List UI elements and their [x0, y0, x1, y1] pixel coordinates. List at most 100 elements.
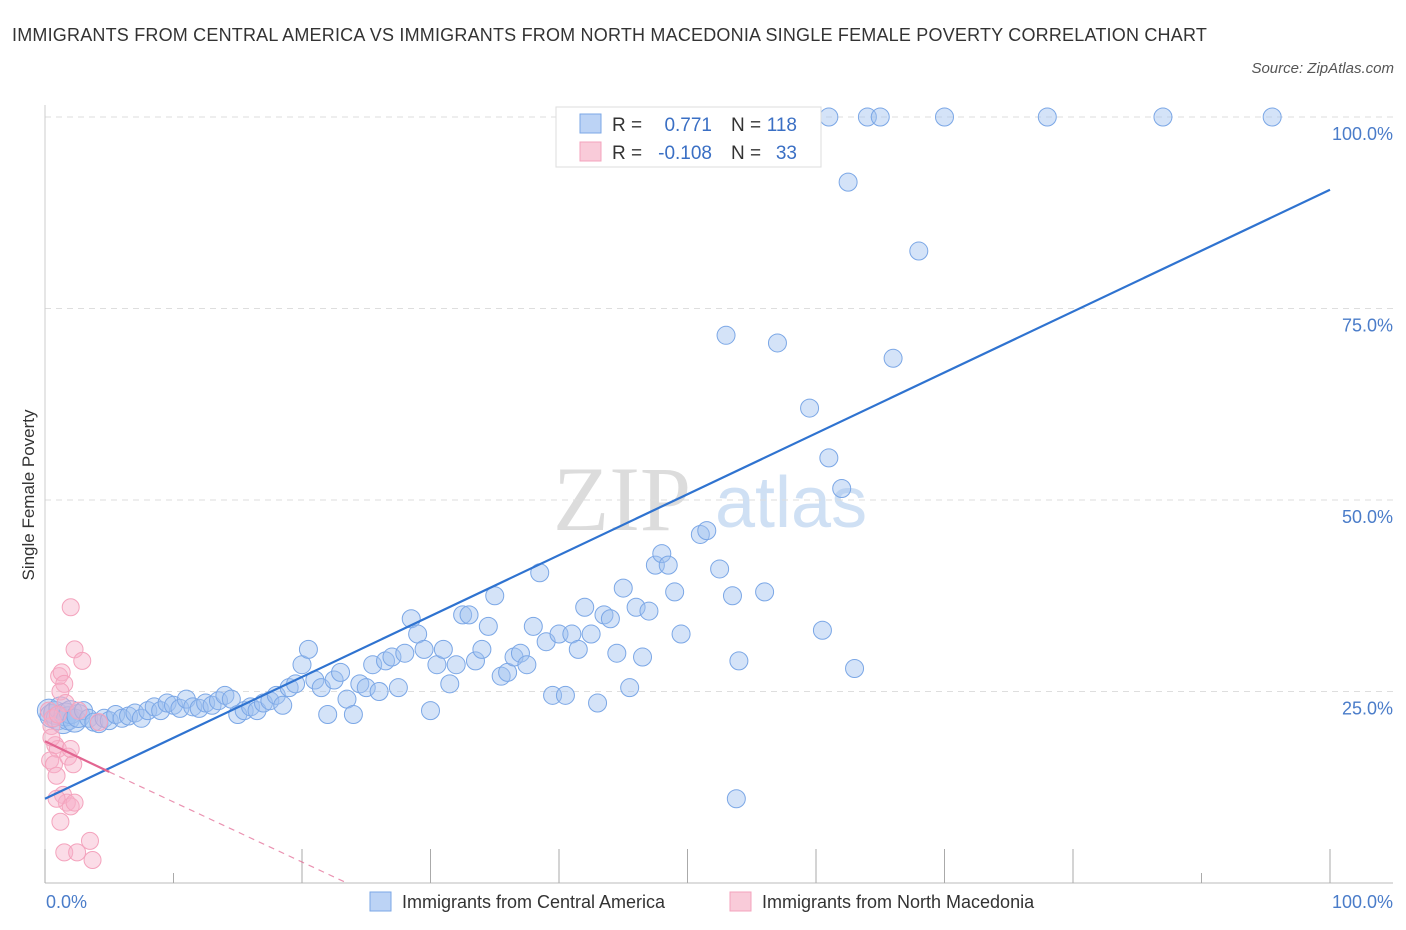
legend-swatch-central-america: [369, 891, 392, 912]
point-central-america-66: [421, 701, 440, 721]
point-north-macedonia-23: [80, 831, 99, 850]
point-north-macedonia-27: [73, 651, 92, 670]
stats-r-value-1: 0.771: [664, 115, 712, 136]
chart-title: IMMIGRANTS FROM CENTRAL AMERICA VS IMMIG…: [12, 25, 1208, 45]
point-central-america-14: [89, 714, 109, 734]
point-central-america-117: [845, 659, 865, 679]
point-central-america-21: [131, 708, 151, 728]
series-north-macedonia-points: [39, 598, 108, 870]
point-central-america-71: [453, 605, 473, 625]
y-tick-label-2: 75.0%: [1342, 316, 1393, 336]
point-central-america-97: [620, 678, 640, 698]
trend-line-central-america: [44, 188, 1331, 800]
point-central-america-112: [767, 333, 787, 353]
point-central-america-62: [395, 643, 415, 663]
point-central-america-81: [517, 655, 537, 675]
y-tick-label-1: 50.0%: [1342, 507, 1393, 527]
point-central-america-54: [343, 704, 363, 724]
x-tick-labels: 0.0% 100.0%: [46, 892, 1393, 912]
stats-r-label-2: R =: [612, 143, 642, 164]
stats-r-value-2: -0.108: [658, 143, 712, 164]
point-central-america-68: [433, 639, 453, 659]
point-central-america-128: [1153, 107, 1173, 127]
stats-n-value-1: 118: [767, 115, 797, 136]
point-central-america-92: [588, 693, 608, 713]
x-tick-label-min: 0.0%: [46, 892, 87, 912]
point-central-america-82: [523, 616, 543, 636]
point-central-america-43: [273, 695, 293, 715]
trend-line-north-macedonia-extension: [108, 771, 348, 884]
point-central-america-29: [183, 697, 203, 717]
source-label: Source: ZipAtlas.com: [1251, 60, 1394, 77]
point-central-america-108: [710, 559, 730, 579]
point-north-macedonia-9: [52, 663, 71, 682]
point-central-america-28: [176, 689, 196, 709]
point-north-macedonia-25: [61, 598, 80, 617]
grid-lines: [45, 116, 1393, 692]
y-tick-label-0: 25.0%: [1342, 699, 1393, 719]
point-central-america-24: [151, 701, 171, 721]
point-central-america-127: [1037, 107, 1057, 127]
point-central-america-107: [697, 521, 717, 541]
point-north-macedonia-28: [89, 713, 108, 732]
point-central-america-80: [510, 643, 530, 663]
point-north-macedonia-6: [44, 755, 63, 774]
y-axis-title: Single Female Poverty: [19, 409, 38, 581]
point-central-america-123: [870, 107, 890, 127]
point-central-america-87: [555, 685, 575, 705]
point-central-america-99: [633, 647, 653, 667]
y-tick-labels: 25.0% 50.0% 75.0% 100.0%: [1332, 124, 1393, 719]
point-central-america-126: [935, 107, 954, 127]
point-central-america-116: [832, 479, 852, 499]
point-north-macedonia-14: [61, 739, 80, 758]
x-tick-label-max: 100.0%: [1332, 892, 1393, 912]
point-central-america-65: [414, 639, 434, 659]
point-central-america-90: [575, 597, 595, 617]
point-central-america-58: [369, 682, 389, 701]
point-central-america-103: [658, 555, 678, 575]
point-north-macedonia-22: [68, 843, 87, 862]
point-central-america-52: [331, 662, 351, 682]
stats-swatch-pink: [579, 141, 602, 162]
point-central-america-121: [838, 172, 858, 192]
point-central-america-56: [356, 678, 376, 698]
point-central-america-105: [671, 624, 691, 644]
point-central-america-110: [729, 651, 749, 671]
point-central-america-118: [716, 325, 736, 345]
legend-label-central-america: Immigrants from Central America: [402, 892, 666, 912]
point-central-america-114: [812, 620, 832, 640]
point-central-america-50: [318, 704, 338, 724]
point-central-america-30: [189, 698, 209, 718]
point-north-macedonia-19: [65, 793, 84, 812]
point-central-america-100: [639, 601, 659, 621]
point-central-america-124: [883, 348, 903, 368]
point-central-america-51: [324, 670, 344, 690]
point-central-america-57: [363, 655, 383, 675]
stats-n-label-1: N =: [731, 115, 761, 136]
point-central-america-39: [247, 701, 267, 721]
point-central-america-102: [652, 544, 672, 564]
stats-n-value-2: 33: [776, 143, 797, 164]
point-central-america-130: [726, 789, 746, 809]
legend-swatch-north-macedonia: [729, 891, 752, 912]
point-north-macedonia-24: [83, 851, 102, 870]
stats-box: R = 0.771 N = 118 R = -0.108 N = 33: [555, 106, 822, 168]
stats-n-label-2: N =: [731, 143, 761, 164]
stats-r-label-1: R =: [612, 115, 642, 136]
point-central-america-115: [819, 448, 839, 468]
point-north-macedonia-11: [51, 682, 70, 701]
watermark-atlas: atlas: [715, 463, 867, 543]
point-north-macedonia-20: [51, 812, 70, 831]
point-central-america-113: [800, 398, 820, 418]
point-central-america-96: [613, 578, 633, 598]
point-north-macedonia-7: [47, 766, 66, 785]
point-north-macedonia-21: [55, 843, 74, 862]
legend: Immigrants from Central America Immigran…: [369, 891, 1035, 912]
point-north-macedonia-31: [69, 701, 88, 720]
point-central-america-47: [298, 639, 318, 659]
point-central-america-12: [79, 708, 99, 728]
point-central-america-104: [665, 582, 685, 602]
point-central-america-98: [626, 597, 646, 617]
point-central-america-129: [1262, 107, 1282, 127]
